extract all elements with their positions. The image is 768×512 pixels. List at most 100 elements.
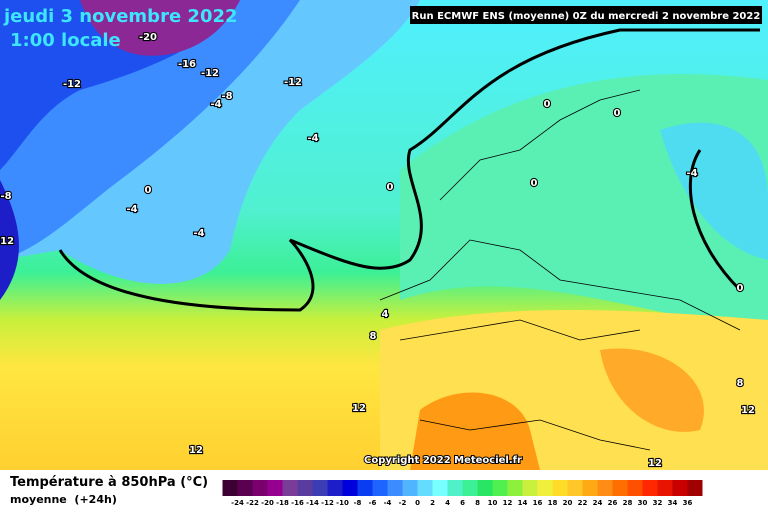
contour-label: -20	[139, 32, 157, 43]
color-swatch	[222, 480, 238, 496]
color-swatch	[537, 480, 553, 496]
colorbar-label: 36	[683, 499, 693, 507]
colorbar-label: 12	[503, 499, 513, 507]
color-swatch	[282, 480, 298, 496]
run-info: Run ECMWF ENS (moyenne) 0Z du mercredi 2…	[412, 11, 761, 22]
colorbar-label: 16	[533, 499, 543, 507]
contour-labels: -20-16-12-12-12-8-4-4-4-4-4-8-1200000048…	[0, 31, 756, 470]
color-swatch	[387, 480, 403, 496]
color-swatch	[567, 480, 583, 496]
color-swatch	[687, 480, 703, 496]
colorbar-label: -20	[261, 499, 274, 507]
colorbar-label: -12	[321, 499, 334, 507]
color-swatch	[612, 480, 628, 496]
contour-label: -8	[221, 91, 232, 102]
zero-isotherm	[58, 28, 760, 312]
contour-label: -12	[284, 77, 302, 88]
warm-region	[410, 392, 540, 470]
cold-region	[80, 0, 240, 56]
color-swatch	[507, 480, 523, 496]
contour-label: 12	[189, 445, 203, 456]
color-swatch	[552, 480, 568, 496]
zero-isotherm	[688, 149, 742, 292]
colorbar-label: 18	[548, 499, 558, 507]
contour-label: 0	[387, 182, 394, 193]
contour-label: -4	[210, 99, 221, 110]
color-swatch	[672, 480, 688, 496]
colorbar-label: 28	[623, 499, 633, 507]
contour-label: -4	[126, 204, 137, 215]
colorbar-label: 34	[668, 499, 678, 507]
contour-label: 0	[145, 185, 152, 196]
color-swatch	[402, 480, 418, 496]
colorbar-label: 20	[563, 499, 573, 507]
color-swatch	[297, 480, 313, 496]
colorbar-label: 24	[593, 499, 603, 507]
contour-label: -16	[178, 59, 196, 70]
colorbar-label: 4	[445, 499, 450, 507]
colorbar-label: -16	[291, 499, 304, 507]
color-swatch	[252, 480, 268, 496]
color-swatch	[312, 480, 328, 496]
color-swatch	[627, 480, 643, 496]
color-swatch	[522, 480, 538, 496]
contour-label: 0	[544, 99, 551, 110]
contour-label: 0	[531, 178, 538, 189]
colorbar-label: 10	[488, 499, 498, 507]
cold-region	[0, 180, 19, 300]
colorbar-label: -8	[354, 499, 362, 507]
color-swatch	[372, 480, 388, 496]
colorbar-label: 2	[430, 499, 435, 507]
contour-label: -12	[201, 68, 219, 79]
contour-label: 0	[737, 283, 744, 294]
contour-label: -12	[63, 79, 81, 90]
colorbar-label: 8	[475, 499, 480, 507]
contour-label: 12	[352, 403, 366, 414]
color-swatch	[357, 480, 373, 496]
contour-label: 8	[370, 331, 377, 342]
contour-label: -8	[0, 191, 11, 202]
colorbar-label: 30	[638, 499, 648, 507]
contour-label: -4	[307, 133, 318, 144]
colorbar-label: -24	[231, 499, 244, 507]
contour-label: 8	[737, 378, 744, 389]
color-swatch	[657, 480, 673, 496]
colorbar-label: -4	[384, 499, 392, 507]
colorbar-label: 32	[653, 499, 663, 507]
color-swatch	[447, 480, 463, 496]
colorbar-label: 0	[415, 499, 420, 507]
colorbar-label: -6	[369, 499, 377, 507]
colorbar-label: 6	[460, 499, 465, 507]
color-swatch	[492, 480, 508, 496]
color-swatch	[597, 480, 613, 496]
colorbar-label: -18	[276, 499, 289, 507]
color-swatch	[477, 480, 493, 496]
colorbar-label: 22	[578, 499, 588, 507]
contour-label: -12	[0, 236, 14, 247]
colorbar: -24 -22 -20 -18 -16 -14 -12 -10 -8 -6 -4 -2 0 2 4 6 8 10 1…	[222, 480, 703, 507]
contour-label: 12	[741, 405, 755, 416]
colorbar-label: 26	[608, 499, 618, 507]
colorbar-label: -10	[336, 499, 349, 507]
color-swatch	[327, 480, 343, 496]
borders	[379, 89, 741, 451]
color-swatch	[417, 480, 433, 496]
run-box	[410, 6, 762, 24]
warm-region	[600, 348, 704, 432]
color-swatch	[237, 480, 253, 496]
copyright: Copyright 2022 Meteociel.fr	[364, 455, 522, 466]
color-swatch	[642, 480, 658, 496]
color-swatch	[267, 480, 283, 496]
time: 1:00 locale	[10, 30, 121, 51]
contour-label: 4	[382, 309, 389, 320]
color-swatch	[582, 480, 598, 496]
color-swatch	[342, 480, 358, 496]
color-swatch	[432, 480, 448, 496]
cool-region	[660, 122, 768, 260]
legend-title: Température à 850hPa (°C)	[10, 475, 208, 490]
contour-label: 12	[648, 458, 662, 469]
contour-label: 0	[614, 108, 621, 119]
colorbar-label: 14	[518, 499, 528, 507]
